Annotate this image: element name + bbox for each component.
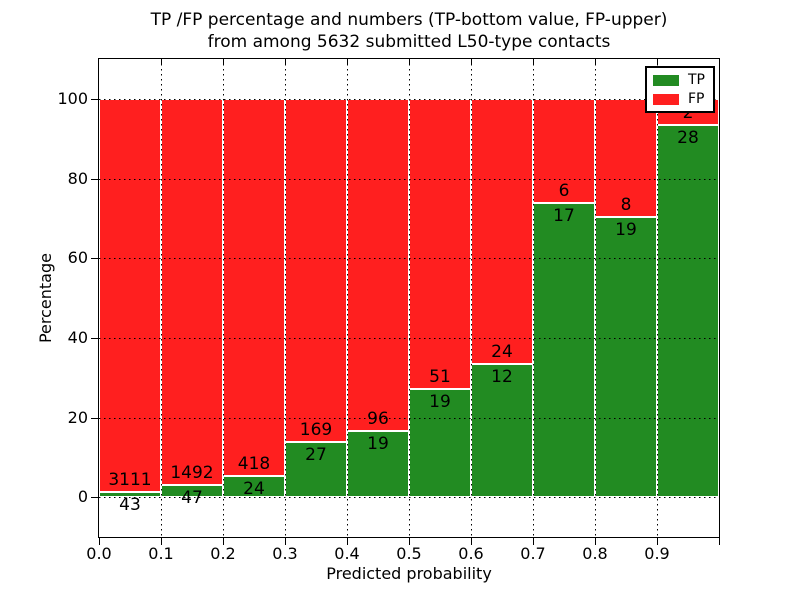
x-tick-mark: [533, 538, 534, 545]
x-tick-mark-top: [223, 59, 224, 64]
bar-count-label-fp: 169: [299, 420, 333, 441]
gridline-vertical: [409, 59, 410, 537]
bar-count-label-fp: 418: [237, 453, 271, 474]
chart-title: TP /FP percentage and numbers (TP-bottom…: [99, 9, 719, 53]
x-tick-mark: [223, 538, 224, 545]
legend: TP FP: [645, 66, 715, 113]
y-tick-mark: [91, 179, 98, 180]
x-tick-mark: [719, 538, 720, 545]
x-tick-mark: [285, 538, 286, 545]
bar-count-label-tp: 19: [429, 392, 451, 413]
x-tick-mark-top: [471, 59, 472, 64]
x-tick-mark: [657, 538, 658, 545]
x-tick-label: 0.5: [396, 544, 422, 563]
x-tick-label: 0.9: [644, 544, 670, 563]
y-tick-label: 40: [67, 327, 88, 347]
bar-segment-tp: [409, 389, 471, 498]
x-tick-mark: [347, 538, 348, 545]
bar-count-label-fp: 1492: [170, 463, 214, 483]
x-tick-mark-top: [595, 59, 596, 64]
x-tick-mark-top: [285, 59, 286, 64]
bar-segment-fp: [285, 98, 347, 443]
x-tick-label: 0.3: [272, 544, 298, 563]
bar-count-label-tp: 12: [491, 367, 513, 388]
x-tick-label: 0.7: [520, 544, 546, 563]
gridline-vertical: [595, 59, 596, 537]
x-tick-mark-top: [347, 59, 348, 64]
bar-count-label-tp: 47: [181, 488, 203, 508]
legend-label-tp: TP: [688, 72, 705, 88]
x-tick-mark: [161, 538, 162, 545]
bar-count-label-tp: 27: [305, 445, 327, 466]
y-tick-mark: [91, 99, 98, 100]
bar-segment-tp: [347, 431, 409, 498]
bar-count-label-tp: 19: [615, 219, 637, 240]
bar-count-label-fp: 24: [491, 342, 513, 363]
fp-color-swatch: [653, 93, 679, 105]
bar-segment-fp: [223, 98, 285, 476]
bar-count-label-tp: 24: [243, 478, 265, 499]
bar-segment-fp: [161, 98, 223, 485]
tp-color-swatch: [653, 74, 679, 86]
legend-item-tp: TP: [647, 73, 713, 87]
bar-segment-tp: [657, 125, 719, 498]
gridline-vertical: [285, 59, 286, 537]
x-tick-mark-top: [161, 59, 162, 64]
x-tick-mark: [409, 538, 410, 545]
y-tick-label: 60: [67, 248, 88, 268]
bar-count-label-tp: 43: [119, 494, 141, 515]
y-tick-label: 80: [67, 168, 88, 188]
x-tick-label: 0.0: [86, 544, 112, 563]
bar-count-label-tp: 28: [677, 128, 699, 149]
legend-label-fp: FP: [688, 91, 705, 107]
bar-segment-tp: [533, 202, 595, 498]
bar-segment-tp: [99, 491, 161, 498]
x-tick-label: 0.1: [148, 544, 174, 563]
bar-count-label-fp: 6: [558, 180, 570, 201]
x-tick-mark-top: [409, 59, 410, 64]
x-tick-label: 0.6: [458, 544, 484, 563]
bar-segment-fp: [409, 98, 471, 390]
bar-count-label-tp: 17: [553, 205, 575, 226]
legend-item-fp: FP: [647, 92, 713, 106]
gridline-vertical: [471, 59, 472, 537]
bar-segment-tp: [285, 442, 347, 498]
gridline-vertical: [533, 59, 534, 537]
y-tick-label: 0: [77, 487, 88, 507]
x-tick-label: 0.4: [334, 544, 360, 563]
x-axis-label: Predicted probability: [326, 564, 492, 583]
bar-segment-fp: [347, 98, 409, 432]
bar-count-label-fp: 3111: [108, 469, 152, 490]
x-tick-label: 0.8: [582, 544, 608, 563]
bar-segment-fp: [99, 98, 161, 492]
bar-count-label-fp: 2: [682, 103, 694, 124]
gridline-vertical: [347, 59, 348, 537]
y-tick-mark: [91, 258, 98, 259]
y-tick-mark: [91, 418, 98, 419]
plot-area: 3111 43 1492 47 418 24 169 27 96 19 51 19 24 12 6 17 8 19…: [98, 58, 720, 538]
x-tick-mark: [471, 538, 472, 545]
bar-count-label-fp: 96: [367, 409, 389, 430]
gridline-vertical: [657, 59, 658, 537]
bar-count-label-tp: 19: [367, 434, 389, 455]
bar-segment-fp: [533, 98, 595, 203]
gridline-vertical: [223, 59, 224, 537]
bar-count-label-fp: 8: [620, 194, 632, 215]
gridline-vertical: [161, 59, 162, 537]
y-tick-label: 100: [57, 88, 88, 108]
y-tick-mark: [91, 338, 98, 339]
bar-count-label-fp: 51: [429, 367, 451, 388]
x-tick-mark: [595, 538, 596, 545]
y-tick-label: 20: [67, 407, 88, 427]
x-tick-mark: [99, 538, 100, 545]
chart-title-line1: TP /FP percentage and numbers (TP-bottom…: [150, 10, 668, 30]
x-tick-mark-top: [533, 59, 534, 64]
x-tick-label: 0.2: [210, 544, 236, 563]
bar-segment-fp: [471, 98, 533, 365]
chart-title-line2: from among 5632 submitted L50-type conta…: [207, 32, 611, 52]
x-tick-mark-top: [657, 59, 658, 64]
y-tick-mark: [91, 497, 98, 498]
